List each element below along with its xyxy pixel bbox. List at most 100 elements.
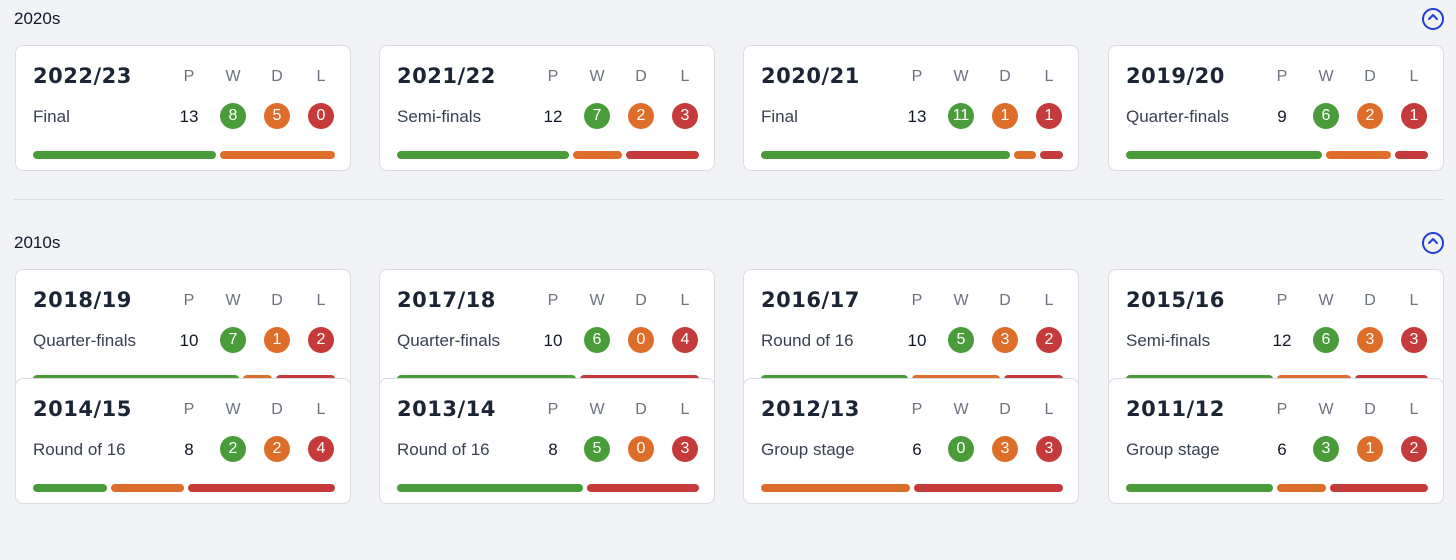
- season-card[interactable]: 2017/18 Quarter-finals P W D L 10 6 0 4: [379, 269, 715, 395]
- draws-bar-segment: [1326, 151, 1392, 159]
- stage-reached: Quarter-finals: [33, 331, 136, 350]
- column-header-l: L: [316, 401, 326, 418]
- played-value: 10: [907, 331, 927, 350]
- draws-badge: 2: [264, 436, 290, 462]
- wins-bar-segment: [761, 151, 1010, 159]
- column-header-w: W: [1318, 68, 1334, 85]
- column-header-w: W: [589, 68, 605, 85]
- played-value: 9: [1277, 107, 1287, 126]
- column-header-w: W: [589, 292, 605, 309]
- season-card[interactable]: 2011/12 Group stage P W D L 6 3 1 2: [1108, 378, 1444, 504]
- collapse-toggle-button[interactable]: [1422, 8, 1444, 30]
- column-header-l: L: [1044, 292, 1054, 309]
- season-label: 2013/14: [397, 397, 496, 421]
- losses-bar-segment: [1040, 151, 1063, 159]
- season-label: 2017/18: [397, 288, 496, 312]
- losses-bar-segment: [914, 484, 1063, 492]
- draws-badge: 3: [992, 327, 1018, 353]
- wins-badge: 6: [584, 327, 610, 353]
- stage-reached: Quarter-finals: [397, 331, 500, 350]
- season-card[interactable]: 2014/15 Round of 16 P W D L 8 2 2 4: [15, 378, 351, 504]
- column-header-w: W: [1318, 401, 1334, 418]
- column-header-p: P: [1276, 401, 1288, 418]
- wins-badge: 8: [220, 103, 246, 129]
- losses-badge: 3: [1401, 327, 1427, 353]
- stage-reached: Final: [33, 107, 70, 126]
- draws-badge: 5: [264, 103, 290, 129]
- draws-badge: 3: [1357, 327, 1383, 353]
- chevron-up-icon: [1427, 10, 1439, 28]
- season-card[interactable]: 2018/19 Quarter-finals P W D L 10 7 1 2: [15, 269, 351, 395]
- wins-badge: 5: [584, 436, 610, 462]
- season-card[interactable]: 2022/23 Final P W D L 13 8 5 0: [15, 45, 351, 171]
- losses-badge: 0: [308, 103, 334, 129]
- results-bar: [33, 484, 335, 492]
- season-label: 2011/12: [1126, 397, 1225, 421]
- results-bar: [397, 151, 699, 159]
- column-header-w: W: [225, 68, 241, 85]
- wins-badge: 5: [948, 327, 974, 353]
- season-label: 2018/19: [33, 288, 132, 312]
- losses-bar-segment: [1395, 151, 1428, 159]
- stage-reached: Semi-finals: [397, 107, 482, 126]
- wins-badge: 2: [220, 436, 246, 462]
- results-bar: [33, 151, 335, 159]
- column-header-p: P: [911, 401, 923, 418]
- played-value: 12: [543, 107, 563, 126]
- decade-title: 2020s: [14, 9, 61, 28]
- season-card[interactable]: 2020/21 Final P W D L 13 11 1 1: [743, 45, 1079, 171]
- season-card[interactable]: 2019/20 Quarter-finals P W D L 9 6 2 1: [1108, 45, 1444, 171]
- column-header-l: L: [1409, 292, 1419, 309]
- losses-bar-segment: [587, 484, 699, 492]
- wins-bar-segment: [33, 151, 217, 159]
- wins-bar-segment: [1126, 484, 1273, 492]
- column-header-d: D: [271, 292, 283, 309]
- column-header-l: L: [1044, 401, 1054, 418]
- draws-bar-segment: [110, 484, 184, 492]
- column-header-d: D: [271, 68, 283, 85]
- season-card[interactable]: 2012/13 Group stage P W D L 6 0 3 3: [743, 378, 1079, 504]
- column-header-w: W: [953, 68, 969, 85]
- decade-section: 2020s 2022/23 Final P W D L 13 8 5 0 2021/22 Semi-fi…: [14, 8, 1444, 171]
- decade-title: 2010s: [14, 233, 61, 252]
- season-label: 2015/16: [1126, 288, 1225, 312]
- losses-badge: 1: [1401, 103, 1427, 129]
- results-bar: [761, 484, 1063, 492]
- season-card[interactable]: 2013/14 Round of 16 P W D L 8 5 0 3: [379, 378, 715, 504]
- results-bar: [761, 151, 1063, 159]
- draws-bar-segment: [1277, 484, 1326, 492]
- column-header-l: L: [680, 292, 690, 309]
- played-value: 8: [184, 440, 194, 459]
- played-value: 12: [1272, 331, 1292, 350]
- season-card[interactable]: 2021/22 Semi-finals P W D L 12 7 2 3: [379, 45, 715, 171]
- draws-badge: 2: [628, 103, 654, 129]
- column-header-p: P: [1276, 68, 1288, 85]
- season-label: 2019/20: [1126, 64, 1225, 88]
- losses-bar-segment: [625, 151, 699, 159]
- losses-badge: 1: [1036, 103, 1062, 129]
- losses-badge: 4: [672, 327, 698, 353]
- column-header-d: D: [999, 68, 1011, 85]
- column-header-d: D: [1364, 401, 1376, 418]
- season-card[interactable]: 2015/16 Semi-finals P W D L 12 6 3 3: [1108, 269, 1444, 395]
- stage-reached: Quarter-finals: [1126, 107, 1229, 126]
- wins-bar-segment: [33, 484, 107, 492]
- column-header-w: W: [953, 292, 969, 309]
- column-header-p: P: [911, 68, 923, 85]
- stage-reached: Round of 16: [33, 440, 126, 459]
- season-label: 2021/22: [397, 64, 496, 88]
- season-card[interactable]: 2016/17 Round of 16 P W D L 10 5 3 2: [743, 269, 1079, 395]
- collapse-toggle-button[interactable]: [1422, 232, 1444, 254]
- column-header-d: D: [635, 401, 647, 418]
- losses-badge: 3: [672, 103, 698, 129]
- column-header-w: W: [1318, 292, 1334, 309]
- wins-badge: 0: [948, 436, 974, 462]
- results-bar: [1126, 151, 1428, 159]
- column-header-p: P: [911, 292, 923, 309]
- wins-badge: 6: [1313, 103, 1339, 129]
- wins-badge: 3: [1313, 436, 1339, 462]
- played-value: 13: [907, 107, 927, 126]
- season-label: 2020/21: [761, 64, 860, 88]
- losses-badge: 4: [308, 436, 334, 462]
- column-header-d: D: [635, 292, 647, 309]
